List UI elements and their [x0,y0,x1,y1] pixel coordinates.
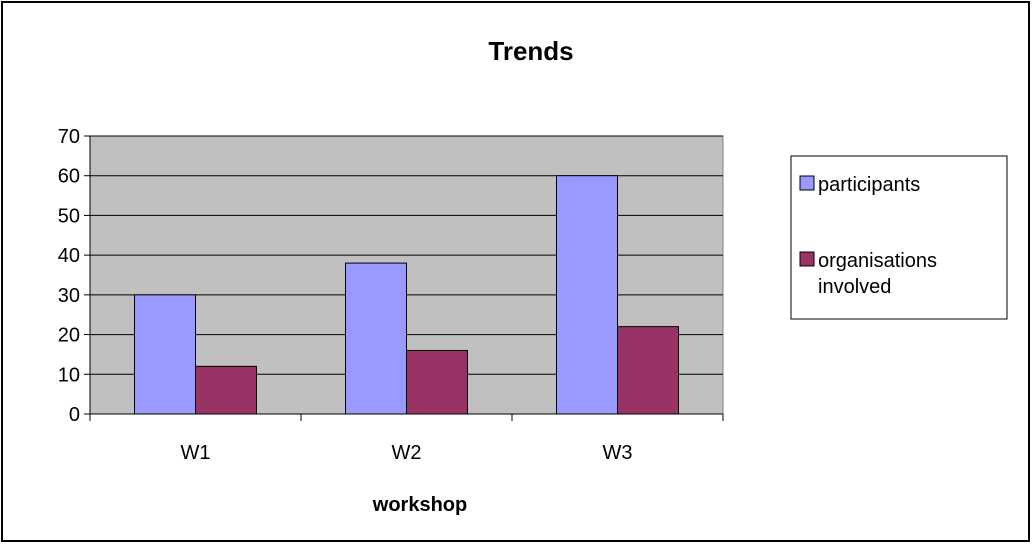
y-tick-label: 40 [58,245,80,267]
y-tick-label: 0 [69,404,80,426]
y-tick-label: 70 [58,126,80,148]
bar [134,294,196,415]
x-tick-label: W3 [603,442,633,464]
legend-swatch [799,175,815,191]
y-tick-label: 10 [58,364,80,386]
bar [195,365,257,415]
y-tick-label: 50 [58,205,80,227]
bar [345,262,407,415]
bar [617,326,679,415]
legend: participants organisations involved [790,155,1008,320]
y-tick-label: 30 [58,285,80,307]
legend-label: organisations involved [818,250,937,298]
x-tick-label: W1 [181,442,211,464]
x-axis-label: workshop [372,494,467,516]
y-tick-label: 20 [58,325,80,347]
x-tick-label: W2 [392,442,422,464]
bar [406,349,468,415]
y-tick-label: 60 [58,166,80,188]
legend-swatch [799,251,815,267]
bar [556,175,618,415]
plot-area: 0 10 20 30 40 50 60 70 W1 W2 W3 [58,126,724,464]
chart-title: Trends [488,36,573,66]
legend-box [790,155,1008,320]
legend-label: participants [818,174,920,196]
